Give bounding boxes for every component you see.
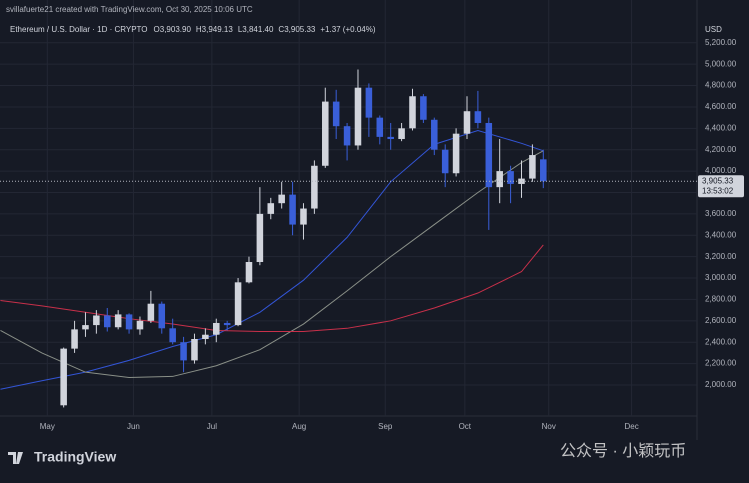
y-tick-label: 4,800.00 bbox=[705, 81, 737, 90]
candle-body bbox=[234, 282, 242, 326]
candle-body bbox=[136, 320, 144, 330]
candle-body bbox=[169, 328, 176, 343]
moving-average bbox=[0, 244, 544, 333]
price-tag bbox=[698, 175, 744, 198]
candle-body bbox=[332, 101, 340, 127]
ohlc-value: L3,841.40 bbox=[238, 25, 274, 34]
y-tick-label: 3,000.00 bbox=[705, 273, 737, 282]
y-tick-label: 5,200.00 bbox=[705, 38, 737, 47]
moving-average bbox=[0, 129, 544, 390]
x-tick-label: Sep bbox=[378, 422, 393, 431]
y-tick-label: 2,800.00 bbox=[705, 295, 737, 304]
y-tick-label: 2,200.00 bbox=[705, 359, 737, 368]
candle-body bbox=[114, 314, 122, 328]
candle-body bbox=[256, 213, 264, 263]
candle-body bbox=[267, 203, 275, 214]
y-tick-label: 4,400.00 bbox=[705, 123, 737, 132]
currency: USD bbox=[705, 25, 722, 34]
y-tick-label: 4,000.00 bbox=[705, 166, 737, 175]
candle-body bbox=[300, 208, 307, 225]
candle-body bbox=[322, 101, 329, 166]
candle-body bbox=[158, 303, 166, 329]
candle-body bbox=[354, 87, 362, 146]
x-tick-label: Nov bbox=[542, 422, 556, 431]
y-tick-label: 2,400.00 bbox=[705, 337, 737, 346]
x-tick-label: Jul bbox=[207, 422, 217, 431]
candle-body bbox=[60, 348, 67, 406]
candle-body bbox=[398, 128, 405, 140]
candle-body bbox=[420, 96, 427, 120]
candle-body bbox=[213, 322, 220, 335]
candle-body bbox=[191, 339, 198, 361]
ohlc-value: +1.37 (+0.04%) bbox=[320, 25, 375, 34]
candle-body bbox=[82, 325, 89, 330]
y-tick-label: 3,600.00 bbox=[705, 209, 737, 218]
countdown: 13:53:02 bbox=[702, 186, 734, 195]
candle-body bbox=[365, 87, 373, 118]
candle-body bbox=[474, 111, 482, 123]
ohlc-value: C3,905.33 bbox=[278, 25, 315, 34]
candle-body bbox=[463, 111, 471, 134]
candle-body bbox=[125, 314, 133, 330]
candle-body bbox=[376, 117, 384, 137]
symbol: Ethereum / U.S. Dollar · 1D · CRYPTO bbox=[10, 25, 148, 34]
candle-body bbox=[529, 155, 536, 179]
candle-body bbox=[452, 133, 460, 174]
candle-body bbox=[343, 126, 351, 146]
x-tick-label: Dec bbox=[624, 422, 638, 431]
candle-body bbox=[485, 122, 493, 188]
x-tick-label: May bbox=[40, 422, 55, 431]
logo-icon bbox=[8, 452, 23, 464]
y-tick-label: 2,000.00 bbox=[705, 380, 737, 389]
candle-body bbox=[202, 334, 209, 340]
candle-body bbox=[103, 315, 111, 328]
y-tick-label: 2,600.00 bbox=[705, 316, 737, 325]
candle-body bbox=[518, 178, 525, 184]
candle-body bbox=[278, 194, 285, 204]
y-tick-label: 3,400.00 bbox=[705, 230, 737, 239]
candle-body bbox=[180, 342, 187, 361]
candle-body bbox=[431, 119, 438, 150]
logo: TradingView bbox=[34, 449, 116, 465]
candle-body bbox=[93, 315, 100, 326]
candle-body bbox=[311, 165, 318, 209]
candle-body bbox=[507, 171, 514, 184]
y-tick-label: 4,600.00 bbox=[705, 102, 737, 111]
candle-body bbox=[387, 136, 394, 140]
candle-body bbox=[496, 171, 503, 188]
x-tick-label: Oct bbox=[459, 422, 472, 431]
candle-body bbox=[540, 159, 547, 182]
x-tick-label: Aug bbox=[292, 422, 306, 431]
candle-body bbox=[71, 329, 78, 349]
candle-body bbox=[223, 322, 231, 326]
price-tag-label: 3,905.33 bbox=[702, 176, 734, 185]
x-tick-label: Jun bbox=[127, 422, 140, 431]
watermark: 公众号 · 小颖玩币 bbox=[560, 442, 686, 460]
candle-body bbox=[409, 96, 416, 129]
candle-body bbox=[245, 262, 253, 283]
candle-body bbox=[289, 194, 296, 225]
y-tick-label: 4,200.00 bbox=[705, 145, 737, 154]
moving-average bbox=[0, 150, 544, 379]
y-tick-label: 5,000.00 bbox=[705, 59, 737, 68]
credit: svillafuerte21 created with TradingView.… bbox=[6, 5, 253, 14]
candle-body bbox=[147, 303, 155, 321]
y-tick-label: 3,200.00 bbox=[705, 252, 737, 261]
candle-body bbox=[441, 149, 449, 174]
ohlc-value: O3,903.90 bbox=[154, 25, 192, 34]
ohlc-value: H3,949.13 bbox=[196, 25, 233, 34]
